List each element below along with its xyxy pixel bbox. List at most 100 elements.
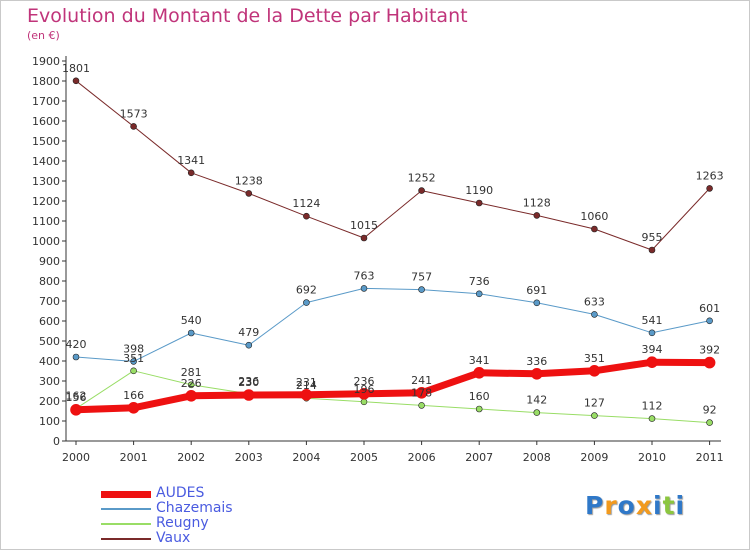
data-point-chazemais [418,286,425,293]
data-label-chazemais: 736 [469,275,490,288]
y-tick-label: 800 [39,275,60,288]
legend-swatch [101,508,151,510]
data-point-chazemais [303,299,310,306]
series-line-reugny [75,370,711,424]
data-label-reugny: 196 [354,383,375,396]
data-label-audes: 392 [699,344,720,357]
series-line-audes [72,358,714,414]
data-label-chazemais: 601 [699,302,720,315]
y-tick-label: 1100 [32,215,60,228]
data-point-audes [473,366,486,379]
data-label-vaux: 1573 [120,107,148,120]
data-point-vaux [303,212,310,220]
data-point-audes [300,388,313,401]
data-point-reugny [591,412,598,419]
data-point-vaux [418,187,425,194]
y-tick-label: 1000 [32,235,60,248]
data-label-chazemais: 757 [411,271,432,284]
x-tick-label: 2005 [350,451,378,464]
data-point-reugny [360,398,368,406]
y-tick-label: 100 [39,415,60,428]
data-point-audes [243,389,255,401]
data-point-audes [588,364,601,377]
data-point-reugny [706,419,713,426]
data-label-audes: 230 [238,376,259,389]
data-label-chazemais: 633 [584,295,605,308]
data-point-vaux [533,212,541,219]
data-label-reugny: 127 [584,397,605,410]
data-point-vaux [591,225,598,233]
y-tick-label: 300 [39,375,60,388]
data-point-audes [70,403,82,416]
data-label-audes: 394 [642,343,663,356]
x-tick-label: 2010 [638,451,666,464]
data-label-chazemais: 692 [296,284,317,297]
data-label-reugny: 178 [411,386,432,399]
data-label-audes: 341 [469,354,490,367]
data-point-chazemais [130,358,137,365]
y-tick-label: 1300 [32,175,60,188]
chart-title: Evolution du Montant de la Dette par Hab… [27,5,468,27]
x-tick-label: 2006 [408,451,436,464]
x-tick-label: 2001 [120,451,148,464]
data-point-audes [646,356,658,369]
data-label-chazemais: 763 [354,269,375,282]
data-point-vaux [475,199,483,207]
y-tick-label: 400 [39,355,60,368]
data-point-reugny [187,381,195,389]
y-tick-label: 1600 [32,115,60,128]
data-point-chazemais [533,299,541,307]
data-label-reugny: 214 [296,379,317,392]
y-tick-label: 700 [39,295,60,308]
data-label-reugny: 281 [181,366,202,379]
data-point-vaux [130,123,137,130]
data-point-audes [703,356,716,369]
data-label-vaux: 955 [642,231,663,244]
data-label-audes: 336 [526,355,547,368]
x-tick-label: 2011 [696,451,724,464]
x-tick-label: 2002 [177,451,205,464]
x-tick-label: 2008 [523,451,551,464]
data-label-audes: 241 [411,374,432,387]
legend-label: Vaux [156,530,191,546]
data-point-audes [358,387,370,400]
y-tick-label: 1500 [32,135,60,148]
data-point-chazemais [706,317,713,325]
data-label-reugny: 351 [123,352,144,365]
chart-subtitle: (en €) [27,29,60,42]
data-point-vaux [72,77,80,85]
data-point-chazemais [245,341,253,349]
data-label-chazemais: 540 [181,314,202,327]
data-point-audes [185,389,197,402]
data-label-reugny: 160 [469,390,490,403]
x-tick-label: 2007 [465,451,493,464]
y-tick-label: 600 [39,315,60,328]
data-label-vaux: 1015 [350,219,378,232]
data-point-vaux [360,234,368,242]
data-point-vaux [245,190,253,197]
series-line-chazemais [75,287,711,362]
y-tick-label: 200 [39,395,60,408]
data-point-reugny [648,415,656,422]
data-label-audes: 166 [123,389,144,402]
data-label-chazemais: 420 [66,338,87,351]
data-label-reugny: 236 [238,375,259,388]
data-label-vaux: 1060 [580,210,608,223]
data-point-chazemais [360,285,368,292]
data-point-chazemais [187,329,195,337]
data-label-audes: 231 [296,376,317,389]
data-label-vaux: 1341 [177,154,205,167]
data-label-chazemais: 541 [642,314,663,327]
data-point-audes [415,386,428,399]
series-line-vaux [75,80,711,251]
y-tick-label: 1200 [32,195,60,208]
legend-label: Reugny [156,515,209,531]
data-label-vaux: 1238 [235,174,263,187]
data-label-audes: 156 [66,391,87,404]
data-point-chazemais [591,311,598,318]
x-tick-label: 2000 [62,451,90,464]
data-label-vaux: 1263 [696,169,724,182]
data-point-reugny [130,367,137,375]
